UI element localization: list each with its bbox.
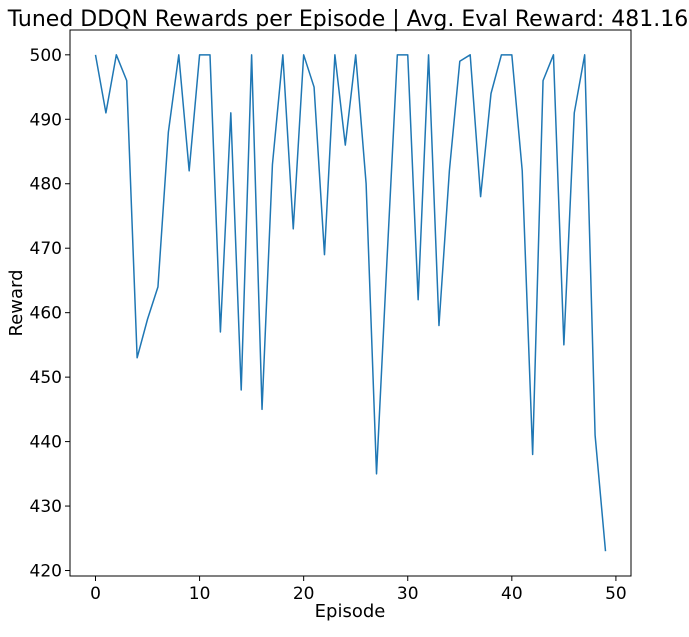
y-tick-label: 490 xyxy=(30,110,62,130)
y-tick-label: 420 xyxy=(30,562,62,582)
plot-area xyxy=(69,29,632,577)
x-tick-label: 50 xyxy=(605,584,627,604)
y-tick-label: 470 xyxy=(30,239,62,259)
series-layer xyxy=(94,54,607,552)
y-tick-label: 450 xyxy=(30,368,62,388)
y-tick-label: 460 xyxy=(30,304,62,324)
y-tick-label: 500 xyxy=(30,46,62,66)
y-axis: 420 430 440 450 460 470 480 490 500 xyxy=(30,46,70,582)
y-tick-label: 440 xyxy=(30,433,62,453)
x-tick-label: 30 xyxy=(397,584,419,604)
y-tick-label: 430 xyxy=(30,497,62,517)
y-tick-label: 480 xyxy=(30,175,62,195)
x-tick-label: 20 xyxy=(293,584,315,604)
x-axis: 0 10 20 30 40 50 xyxy=(90,576,627,604)
reward-series-line xyxy=(94,54,607,552)
chart-title: Tuned DDQN Rewards per Episode | Avg. Ev… xyxy=(7,7,688,32)
x-tick-label: 40 xyxy=(501,584,523,604)
x-tick-label: 10 xyxy=(189,584,211,604)
x-axis-label: Episode xyxy=(315,601,386,622)
x-tick-label: 0 xyxy=(90,584,101,604)
y-axis-label: Reward xyxy=(6,269,27,336)
